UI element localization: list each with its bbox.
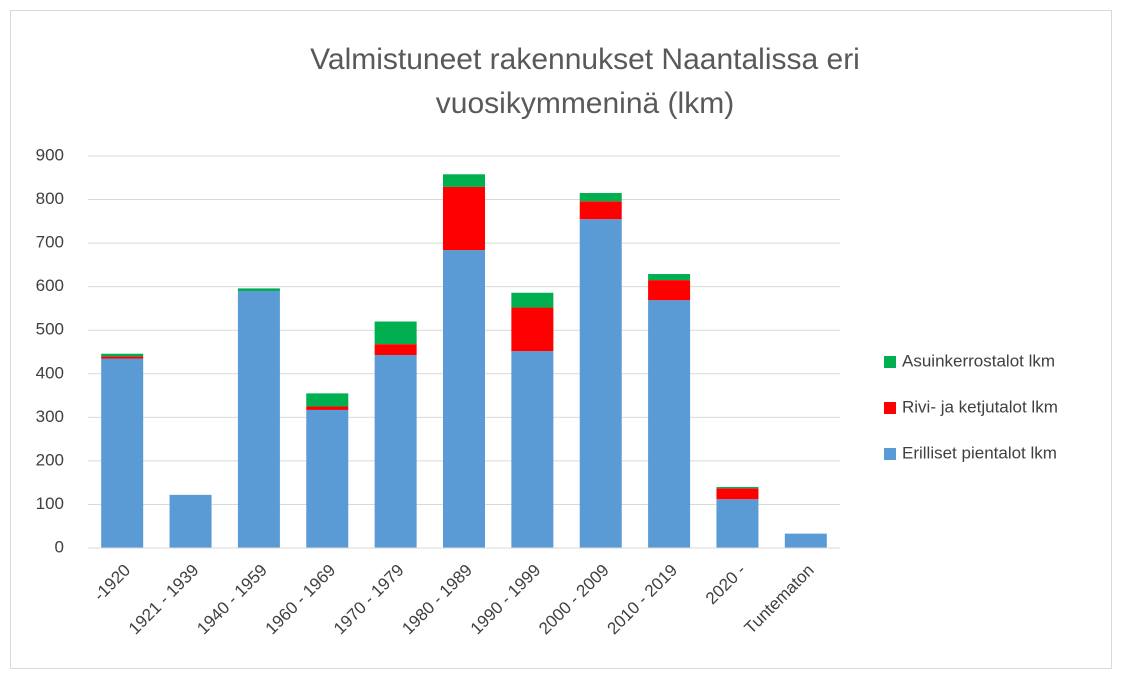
y-tick-label: 200 xyxy=(36,450,64,469)
y-tick-label: 800 xyxy=(36,189,64,208)
bar-segment xyxy=(306,406,349,410)
x-tick-label: 1960 - 1969 xyxy=(262,561,340,639)
bar-segment xyxy=(716,487,759,489)
bar-segment xyxy=(237,288,280,292)
bar-segment xyxy=(101,356,144,359)
y-tick-label: 100 xyxy=(36,494,64,513)
legend-swatch xyxy=(884,448,896,460)
bar-segment xyxy=(716,499,759,548)
bar-segment xyxy=(374,344,417,356)
bar-segment xyxy=(511,351,554,548)
y-tick-label: 0 xyxy=(55,537,64,556)
legend-label: Rivi- ja ketjutalot lkm xyxy=(902,397,1058,416)
bar-segment xyxy=(101,358,144,548)
chart-title: Valmistuneet rakennukset Naantalissa eri… xyxy=(310,43,860,120)
x-tick-label: 2020 - xyxy=(702,561,750,609)
bar-segment xyxy=(716,488,759,500)
bar-segment xyxy=(648,300,691,548)
bar-segment xyxy=(579,219,622,548)
bar-segment xyxy=(648,274,691,281)
bar-segment xyxy=(169,494,212,548)
bar-segment xyxy=(306,393,349,407)
x-tick-label: Tuntematon xyxy=(741,561,818,638)
x-tick-label: 1980 - 1989 xyxy=(398,561,476,639)
bar-segment xyxy=(443,174,485,187)
bar-segment xyxy=(101,353,144,357)
x-tick-label: 2000 - 2009 xyxy=(535,561,613,639)
bar-segment xyxy=(237,291,280,548)
bar-segment xyxy=(443,186,485,251)
x-tick-label: 1970 - 1979 xyxy=(330,561,408,639)
bar-segment xyxy=(579,201,622,220)
bar-segment xyxy=(374,321,417,345)
y-tick-label: 300 xyxy=(36,407,64,426)
legend-swatch xyxy=(884,356,896,368)
chart-border xyxy=(10,10,1112,669)
bar-segment xyxy=(306,409,349,548)
bar-segment xyxy=(443,250,485,548)
bar-segment xyxy=(511,307,554,352)
x-tick-label: -1920 xyxy=(90,561,134,605)
y-tick-label: 900 xyxy=(36,145,64,164)
bar-segment xyxy=(648,280,691,301)
bar-segment xyxy=(784,533,827,548)
y-tick-label: 400 xyxy=(36,363,64,382)
x-tick-label: 1940 - 1959 xyxy=(193,561,271,639)
bar-segment xyxy=(511,292,554,308)
legend-swatch xyxy=(884,402,896,414)
bar-segment xyxy=(579,193,622,202)
x-tick-label: 1921 - 1939 xyxy=(125,561,203,639)
y-tick-label: 600 xyxy=(36,276,64,295)
legend-label: Asuinkerrostalot lkm xyxy=(902,351,1055,370)
legend-label: Erilliset pientalot lkm xyxy=(902,443,1057,462)
bar-segment xyxy=(374,355,417,548)
x-tick-label: 2010 - 2019 xyxy=(603,561,681,639)
y-tick-label: 500 xyxy=(36,320,64,339)
x-tick-label: 1990 - 1999 xyxy=(467,561,545,639)
y-tick-label: 700 xyxy=(36,233,64,252)
